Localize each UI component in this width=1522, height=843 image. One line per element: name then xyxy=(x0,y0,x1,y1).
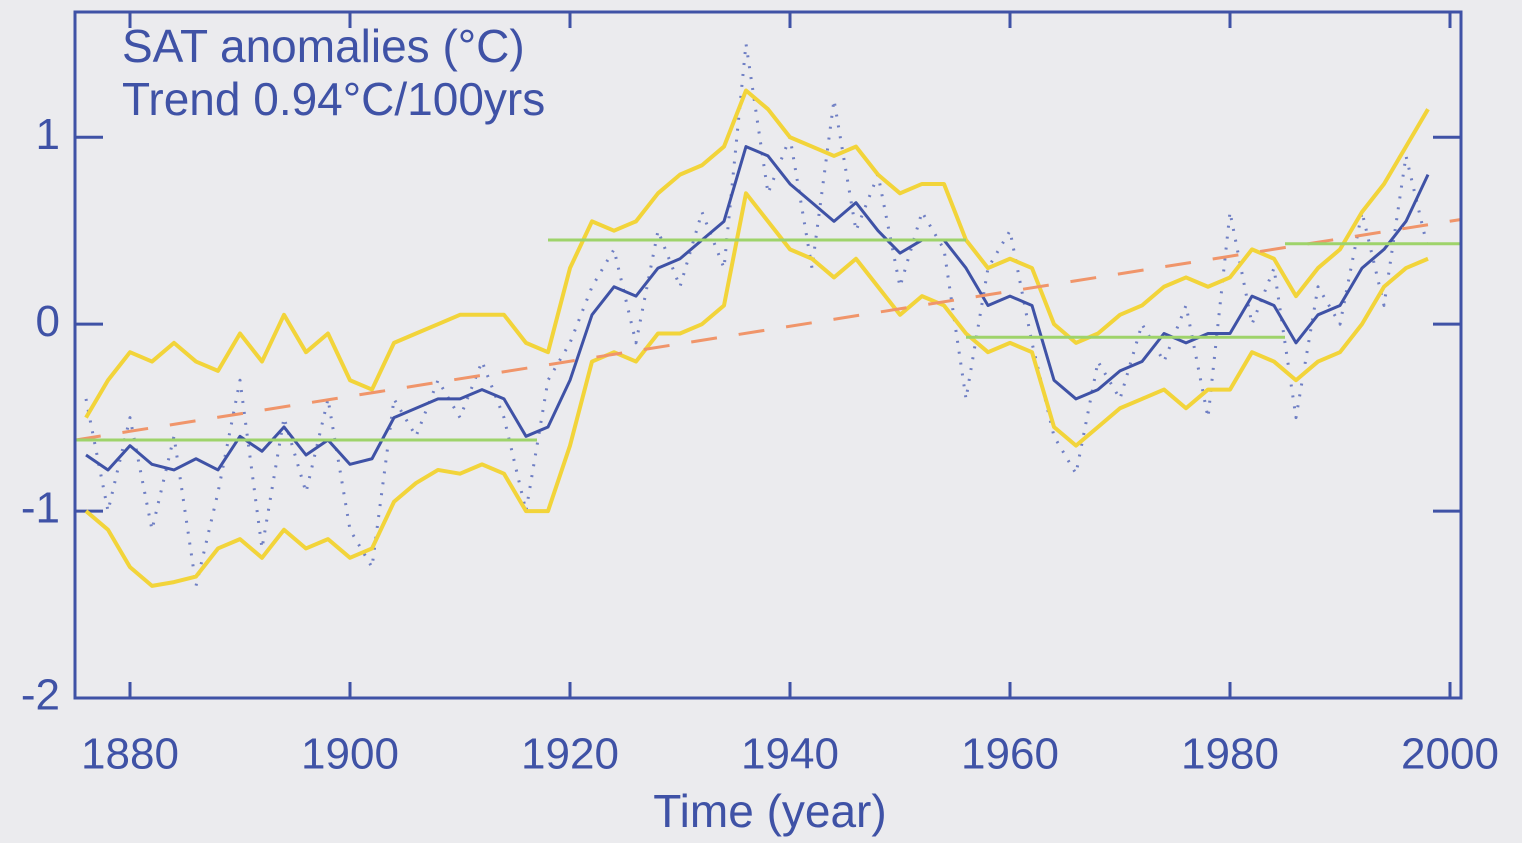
annotation: SAT anomalies (°C) xyxy=(122,20,525,72)
x-tick-label: 2000 xyxy=(1401,730,1499,779)
series-line xyxy=(84,191,1429,588)
x-tick-label: 1980 xyxy=(1181,730,1279,779)
series-line xyxy=(74,218,1462,442)
x-tick-label: 1920 xyxy=(521,730,619,779)
x-tick-label: 1960 xyxy=(961,730,1059,779)
y-tick-label: 0 xyxy=(36,297,60,346)
y-tick-label: 1 xyxy=(36,110,60,159)
annotation: Trend 0.94°C/100yrs xyxy=(122,73,545,125)
series-line xyxy=(84,42,1430,588)
series-line xyxy=(84,88,1430,419)
x-axis-label: Time (year) xyxy=(653,785,886,837)
series-line xyxy=(85,145,1430,472)
y-tick-label: -1 xyxy=(21,484,60,533)
y-tick-label: -2 xyxy=(21,671,60,720)
x-tick-label: 1880 xyxy=(81,730,179,779)
x-tick-label: 1900 xyxy=(301,730,399,779)
plot-frame xyxy=(73,10,1463,700)
x-tick-label: 1940 xyxy=(741,730,839,779)
